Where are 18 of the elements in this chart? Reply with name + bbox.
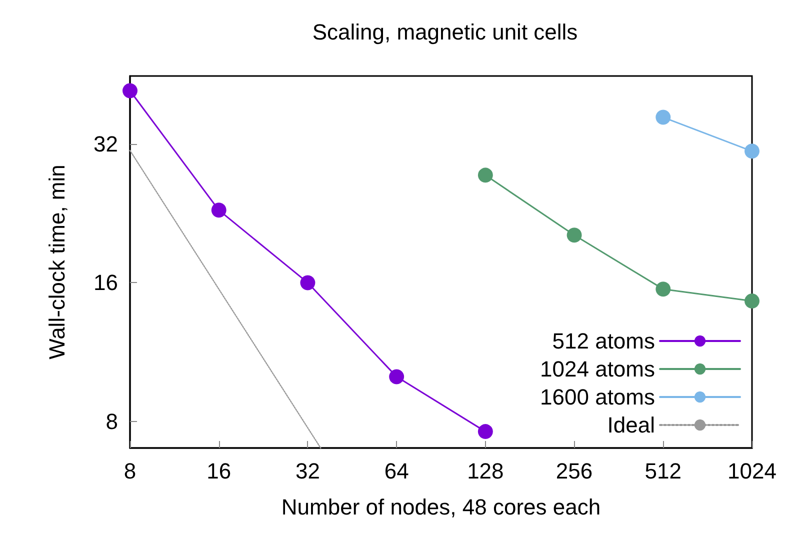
x-tick-label: 8 (124, 458, 136, 484)
legend-label: Ideal (607, 412, 655, 438)
legend-label: 512 atoms (552, 328, 655, 354)
y-tick-label: 16 (94, 270, 118, 296)
x-tick-label: 512 (644, 458, 682, 484)
legend-label: 1600 atoms (540, 384, 655, 410)
x-tick-label: 256 (556, 458, 593, 484)
x-tick-label: 128 (467, 458, 504, 484)
x-tick-label: 32 (295, 458, 320, 484)
y-tick-label: 32 (94, 132, 118, 157)
x-tick-label: 16 (206, 458, 232, 484)
legend-label: 1024 atoms (540, 356, 655, 382)
y-axis-title: Wall-clock time, min (44, 164, 70, 360)
x-axis-title: Number of nodes, 48 cores each (281, 494, 601, 520)
y-tick-label: 8 (106, 408, 118, 434)
x-tick-label: 1024 (728, 458, 776, 484)
x-tick-label: 64 (384, 458, 409, 484)
chart-title: Scaling, magnetic unit cells (312, 20, 578, 44)
